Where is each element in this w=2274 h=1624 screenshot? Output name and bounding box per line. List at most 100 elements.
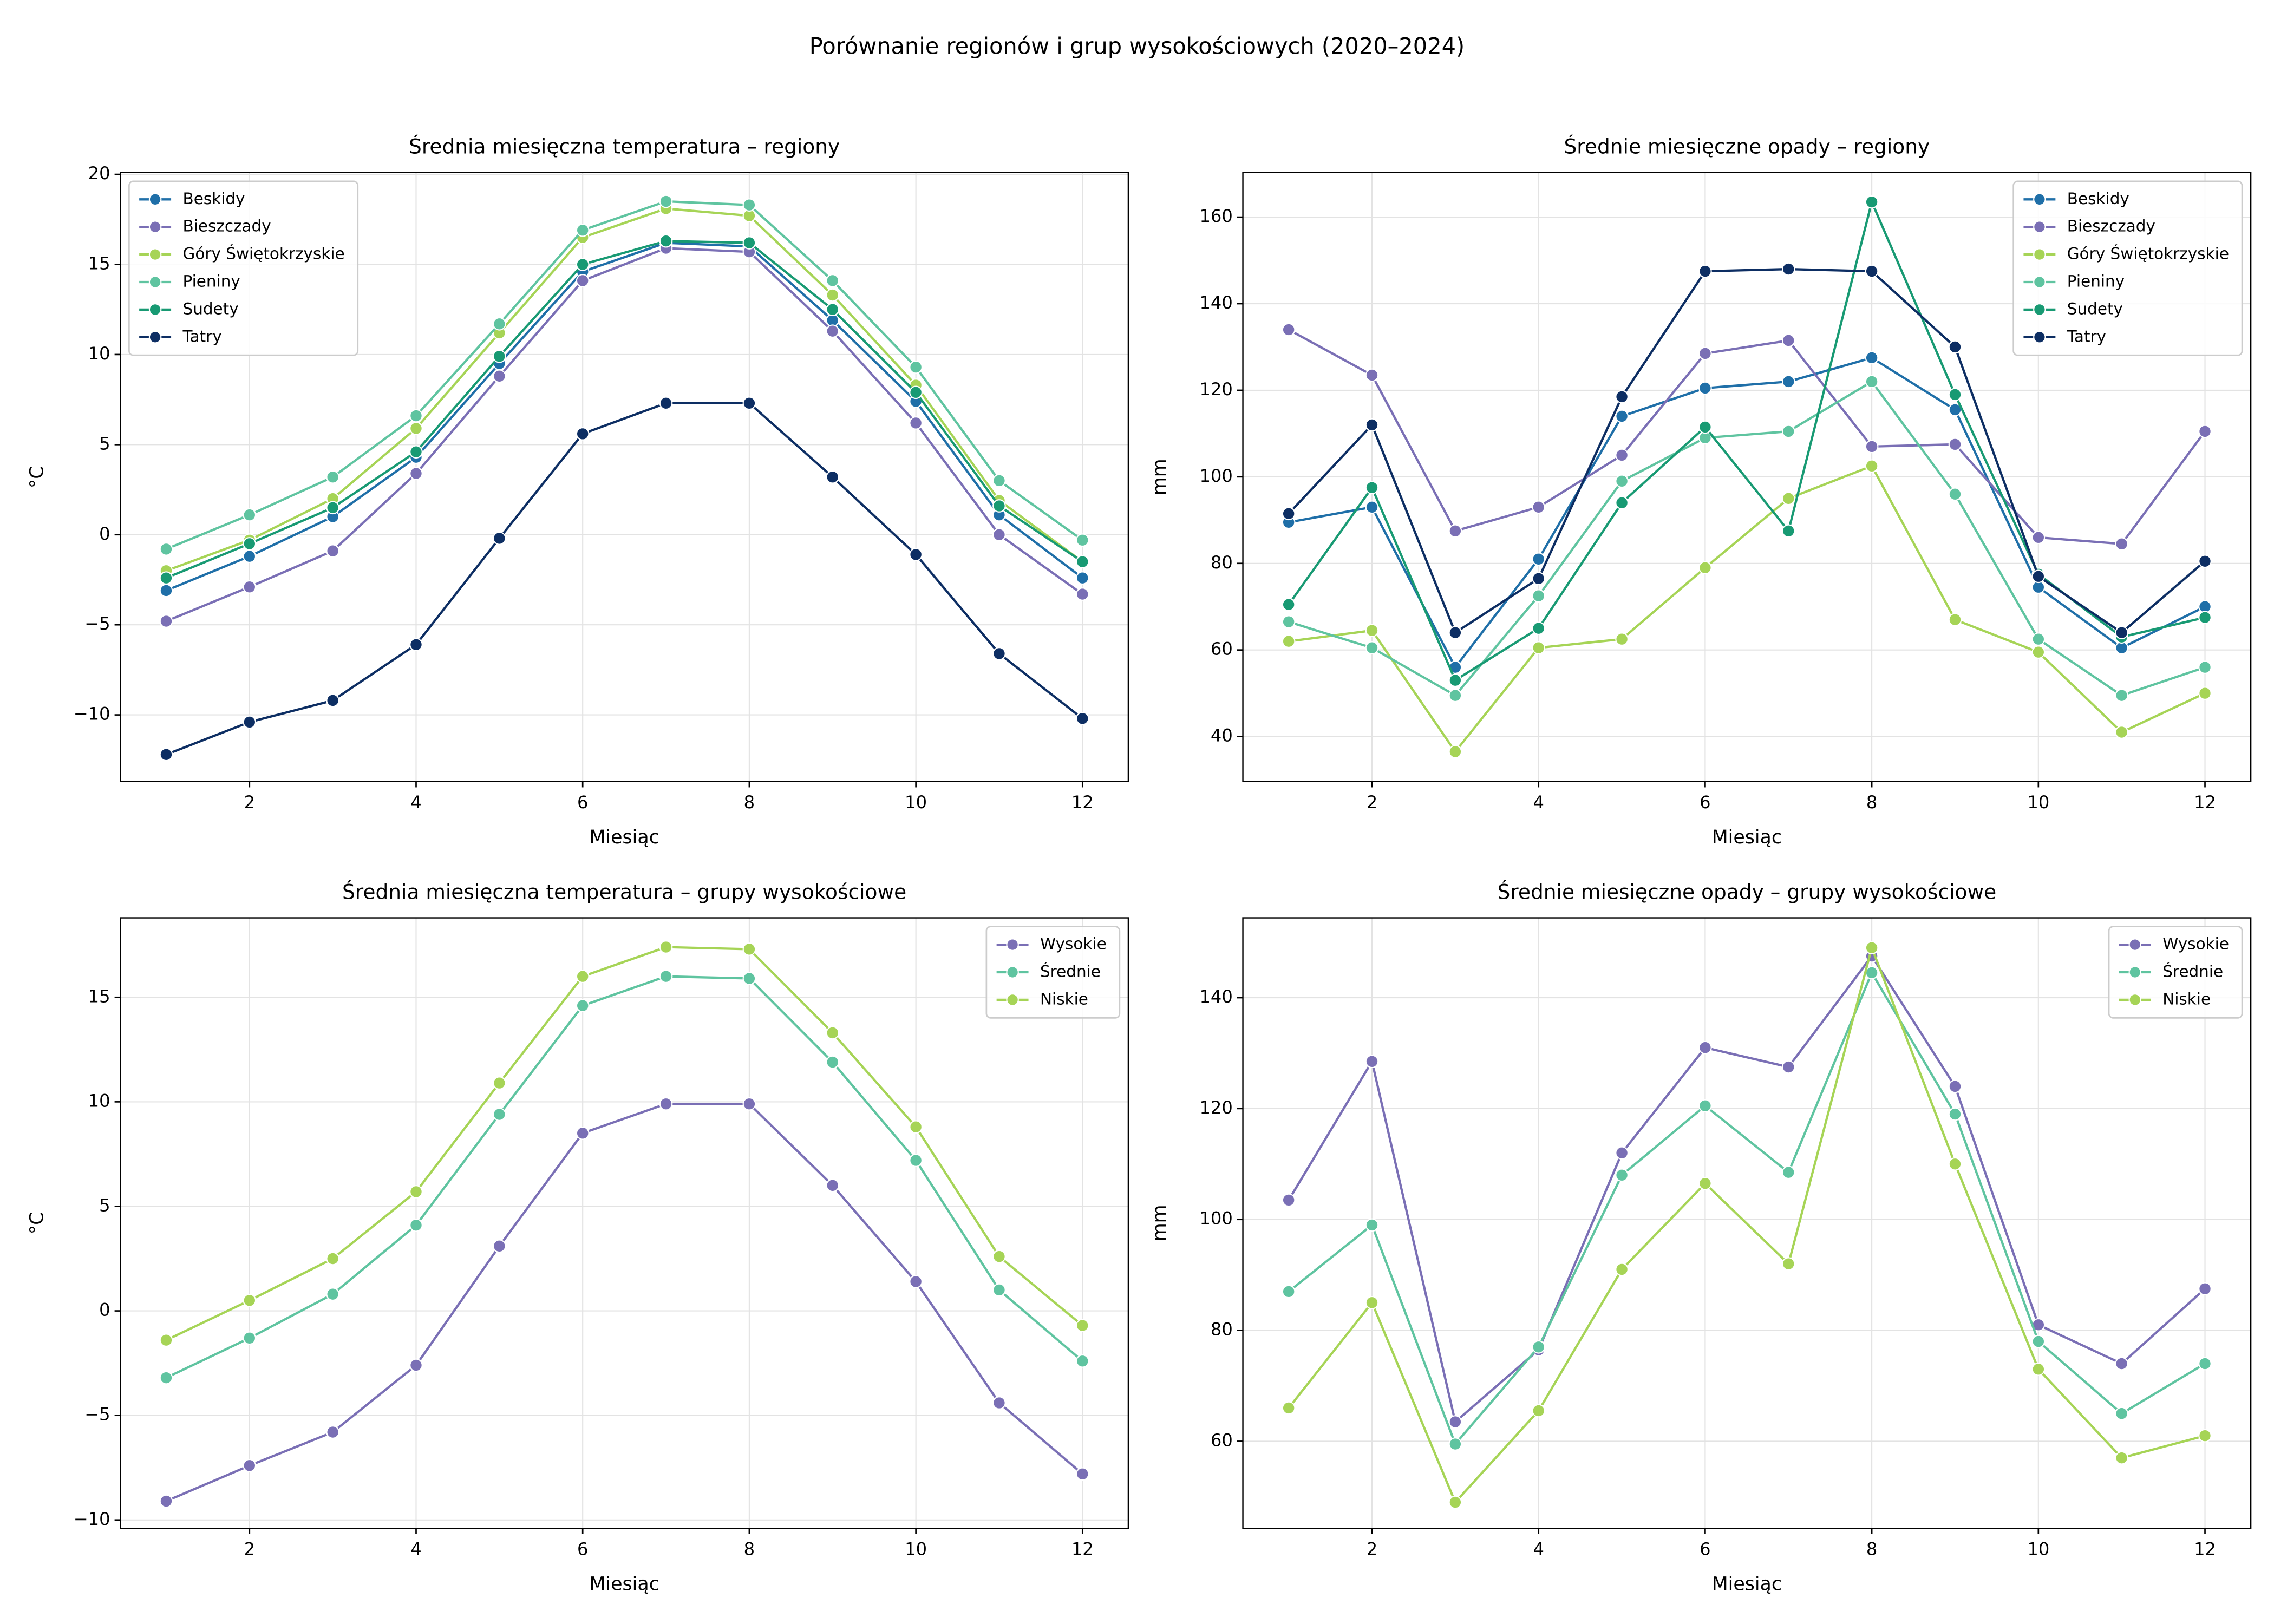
x-axis-label: Miesiąc bbox=[1712, 1574, 1782, 1595]
point bbox=[1282, 323, 1296, 337]
x-tick-label: 12 bbox=[2194, 792, 2216, 813]
point bbox=[909, 416, 923, 430]
point bbox=[1698, 381, 1712, 395]
point bbox=[992, 528, 1006, 542]
point bbox=[159, 1371, 173, 1385]
point bbox=[326, 501, 339, 515]
point bbox=[992, 474, 1006, 488]
y-axis-label: mm bbox=[1149, 1204, 1171, 1241]
x-tick-label: 8 bbox=[1866, 1538, 1877, 1559]
series-line bbox=[166, 247, 1083, 623]
point bbox=[159, 571, 173, 585]
point bbox=[1948, 1157, 1962, 1171]
point bbox=[1865, 264, 1879, 278]
point bbox=[1448, 689, 1462, 702]
point bbox=[493, 1108, 506, 1121]
x-axis-label: Miesiąc bbox=[589, 827, 659, 848]
point bbox=[1615, 409, 1629, 423]
point bbox=[576, 970, 590, 983]
x-tick-label: 4 bbox=[1533, 1538, 1544, 1559]
legend-label: Góry Świętokrzyskie bbox=[183, 244, 345, 263]
point bbox=[742, 942, 756, 956]
point bbox=[1948, 437, 1962, 451]
point bbox=[1282, 1285, 1296, 1299]
point bbox=[1448, 524, 1462, 538]
x-tick-label: 6 bbox=[1700, 792, 1710, 813]
legend-label: Beskidy bbox=[183, 189, 245, 208]
figure-title: Porównanie regionów i grup wysokościowyc… bbox=[809, 32, 1465, 59]
y-tick-label: 0 bbox=[99, 1300, 110, 1320]
point bbox=[2115, 1451, 2128, 1465]
legend-label: Bieszczady bbox=[2067, 217, 2155, 235]
point bbox=[1365, 500, 1379, 514]
point bbox=[2198, 686, 2212, 700]
series-line bbox=[166, 402, 1083, 756]
legend-label: Beskidy bbox=[2067, 189, 2129, 208]
legend-label: Góry Świętokrzyskie bbox=[2067, 244, 2229, 263]
legend-label: Tatry bbox=[2067, 327, 2106, 345]
point bbox=[1698, 420, 1712, 434]
point bbox=[2031, 531, 2046, 545]
legend-marker bbox=[2033, 330, 2046, 344]
point bbox=[1282, 615, 1296, 629]
point bbox=[409, 409, 423, 423]
point bbox=[1282, 1401, 1296, 1415]
point bbox=[1365, 641, 1379, 655]
point bbox=[1698, 264, 1712, 278]
point bbox=[1865, 195, 1879, 209]
legend-marker bbox=[2033, 303, 2046, 316]
y-tick-label: −10 bbox=[74, 704, 110, 724]
point bbox=[2115, 537, 2128, 551]
x-tick-label: 10 bbox=[905, 1538, 927, 1559]
panel-title: Średnie miesięczne opady – grupy wysokoś… bbox=[1497, 880, 1996, 904]
point bbox=[992, 1283, 1006, 1297]
point bbox=[659, 940, 673, 954]
point bbox=[1365, 1218, 1379, 1232]
legend-label: Bieszczady bbox=[183, 217, 271, 235]
point bbox=[1532, 641, 1546, 655]
point bbox=[493, 1239, 506, 1253]
point bbox=[1698, 561, 1712, 575]
point bbox=[826, 1178, 840, 1193]
point bbox=[1615, 1262, 1629, 1276]
point bbox=[1615, 390, 1629, 404]
point bbox=[409, 422, 423, 435]
point bbox=[742, 198, 756, 212]
point bbox=[1365, 368, 1379, 382]
point bbox=[1075, 711, 1089, 725]
point bbox=[1532, 572, 1546, 586]
point bbox=[992, 1396, 1006, 1410]
point bbox=[826, 303, 840, 317]
series-line bbox=[166, 946, 1083, 1341]
series-line bbox=[166, 975, 1083, 1379]
point bbox=[493, 317, 506, 331]
x-tick-label: 10 bbox=[2027, 1538, 2049, 1559]
x-tick-label: 10 bbox=[2027, 792, 2049, 813]
point bbox=[909, 1120, 923, 1134]
point bbox=[243, 580, 257, 594]
y-tick-label: 40 bbox=[1211, 725, 1233, 746]
point bbox=[659, 194, 673, 208]
point bbox=[1532, 1404, 1546, 1418]
point bbox=[2115, 1357, 2128, 1371]
legend-frame bbox=[2108, 926, 2243, 1019]
series-line bbox=[1288, 944, 2206, 1505]
y-axis-label: mm bbox=[1149, 459, 1171, 495]
legend-label: Niskie bbox=[1040, 990, 1088, 1008]
y-tick-label: 15 bbox=[88, 253, 110, 273]
point bbox=[243, 1459, 257, 1472]
plot-frame bbox=[120, 172, 1129, 782]
point bbox=[1698, 1040, 1712, 1055]
series-line bbox=[166, 1103, 1083, 1502]
y-tick-label: 5 bbox=[99, 433, 110, 454]
point bbox=[576, 427, 590, 441]
point bbox=[826, 1055, 840, 1069]
y-tick-label: 5 bbox=[99, 1195, 110, 1215]
y-tick-label: 160 bbox=[1199, 206, 1232, 226]
point bbox=[1532, 589, 1546, 603]
y-tick-label: 10 bbox=[88, 343, 110, 364]
y-tick-label: −10 bbox=[74, 1509, 110, 1529]
point bbox=[1948, 613, 1962, 627]
point bbox=[1865, 459, 1879, 473]
point bbox=[1365, 418, 1379, 432]
